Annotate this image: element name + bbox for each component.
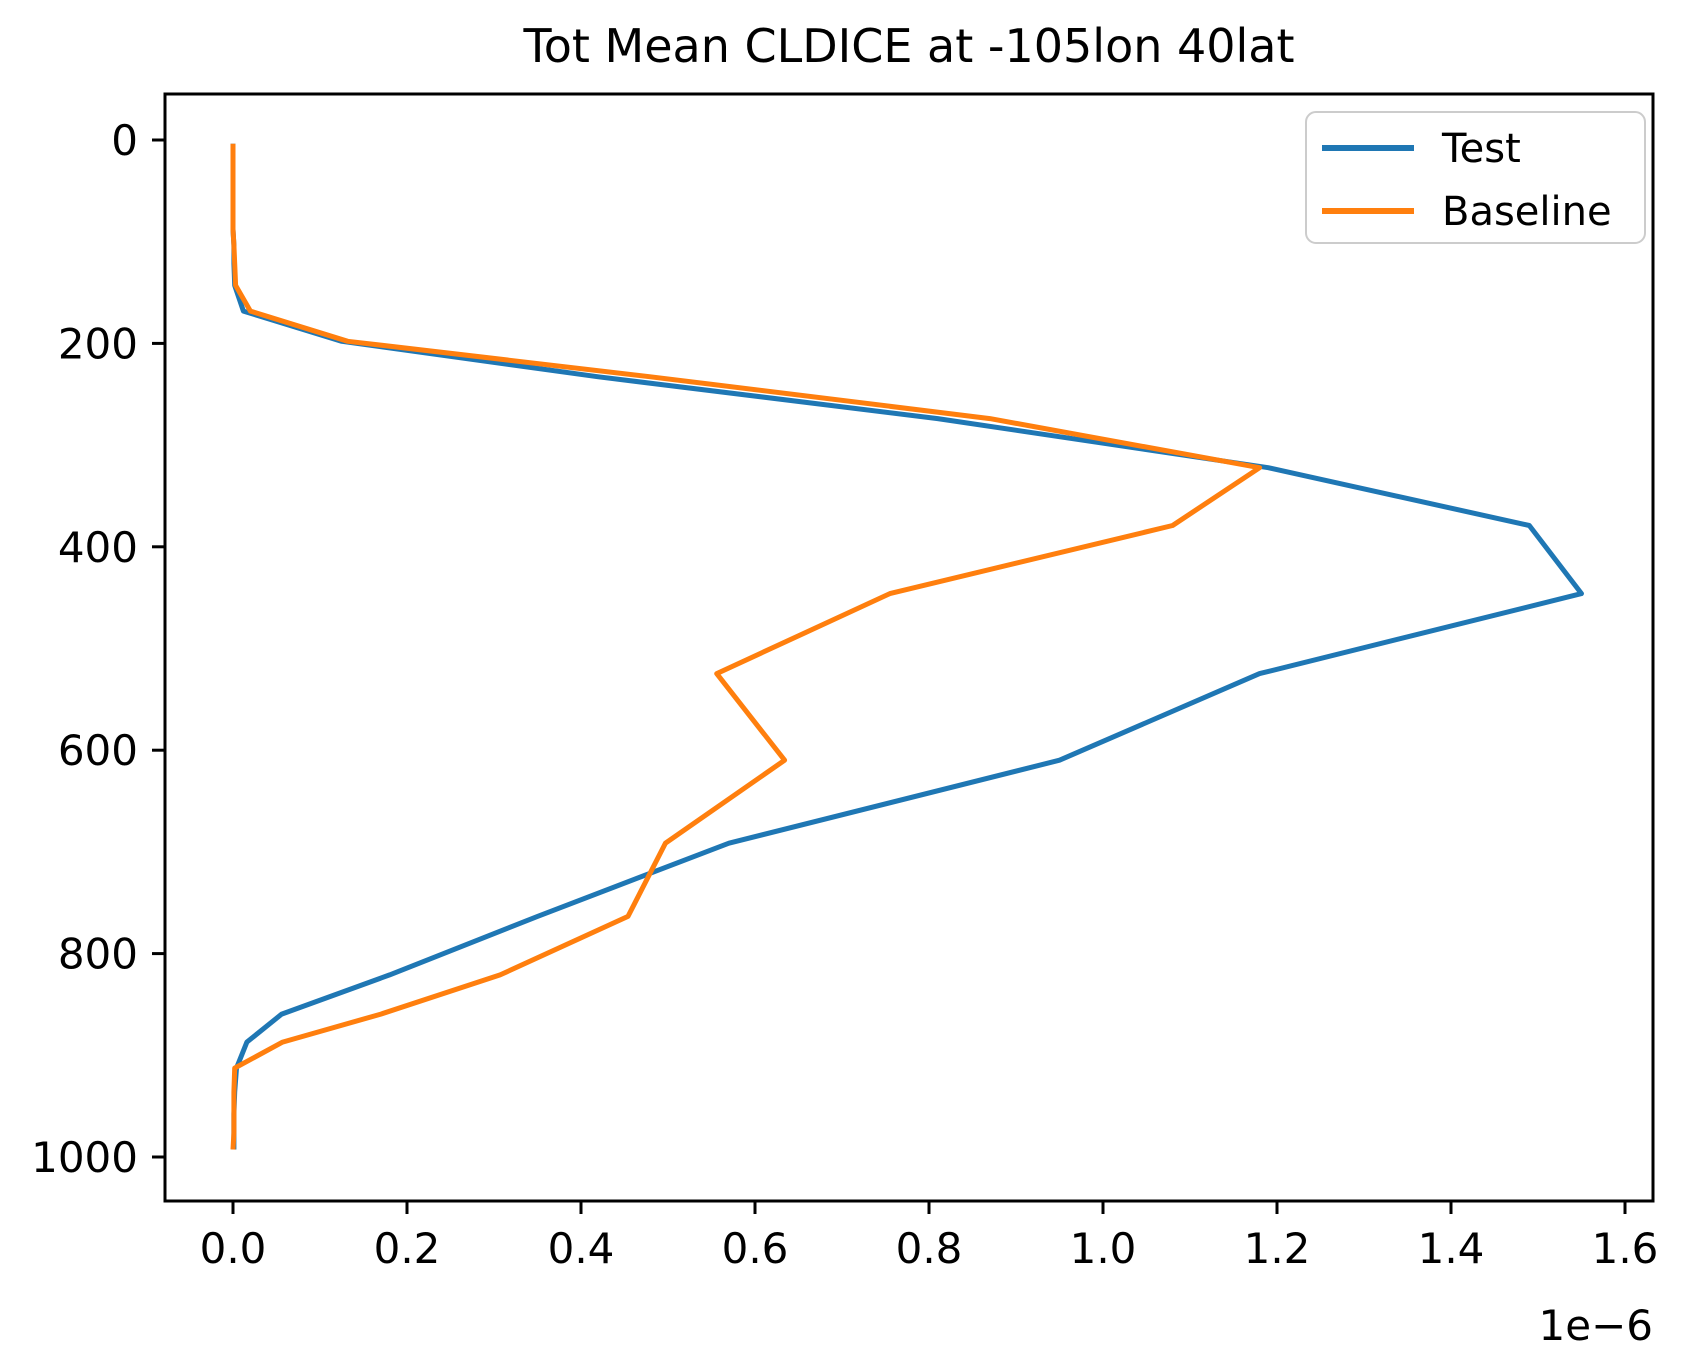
x-axis-offset-label: 1e−6 xyxy=(1539,1301,1653,1350)
x-tick-label: 1.4 xyxy=(1418,1224,1485,1273)
chart-title: Tot Mean CLDICE at -105lon 40lat xyxy=(522,19,1294,73)
x-tick-label: 1.6 xyxy=(1592,1224,1659,1273)
y-tick-label: 200 xyxy=(58,319,138,368)
series-line-baseline xyxy=(230,143,1263,1150)
x-tick-label: 1.2 xyxy=(1244,1224,1311,1273)
x-tick-label: 0.2 xyxy=(374,1224,441,1273)
x-tick-label: 0.8 xyxy=(896,1224,963,1273)
x-tick-label: 1.0 xyxy=(1070,1224,1137,1273)
x-tick-label: 0.6 xyxy=(722,1224,789,1273)
legend-label-baseline: Baseline xyxy=(1442,189,1612,235)
y-tick-label: 1000 xyxy=(31,1133,138,1182)
legend-label-test: Test xyxy=(1441,126,1521,172)
y-tick-label: 0 xyxy=(111,116,138,165)
legend: Test Baseline xyxy=(1305,111,1646,244)
y-tick-label: 800 xyxy=(58,930,138,979)
plot-area xyxy=(163,92,1655,1203)
y-tick-label: 600 xyxy=(58,726,138,775)
x-tick-label: 0.4 xyxy=(548,1224,615,1273)
y-tick-label: 400 xyxy=(58,523,138,572)
x-tick-label: 0.0 xyxy=(200,1224,267,1273)
